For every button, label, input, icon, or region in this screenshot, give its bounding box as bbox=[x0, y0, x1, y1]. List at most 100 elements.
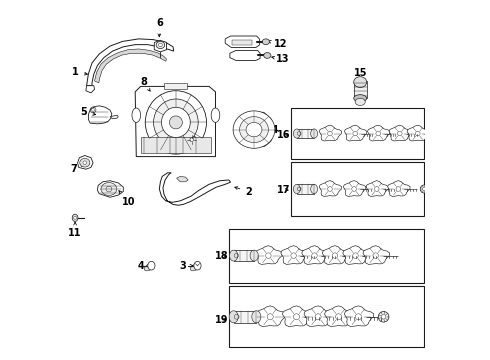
Polygon shape bbox=[256, 306, 286, 327]
Bar bbox=[232, 40, 252, 45]
Text: 19: 19 bbox=[215, 315, 228, 325]
Circle shape bbox=[74, 216, 76, 219]
Ellipse shape bbox=[211, 108, 220, 122]
Ellipse shape bbox=[264, 53, 271, 58]
Polygon shape bbox=[324, 306, 354, 327]
Polygon shape bbox=[95, 49, 167, 83]
Text: 8: 8 bbox=[140, 77, 150, 91]
Ellipse shape bbox=[162, 107, 190, 138]
Bar bbox=[164, 83, 187, 89]
Ellipse shape bbox=[420, 185, 428, 193]
Bar bbox=[354, 81, 367, 98]
Polygon shape bbox=[86, 86, 95, 93]
Polygon shape bbox=[110, 115, 118, 119]
Polygon shape bbox=[344, 306, 374, 327]
Polygon shape bbox=[87, 39, 174, 86]
Polygon shape bbox=[242, 112, 273, 147]
Text: 5: 5 bbox=[81, 107, 96, 117]
Ellipse shape bbox=[191, 264, 200, 271]
Circle shape bbox=[381, 315, 386, 319]
Polygon shape bbox=[154, 40, 167, 52]
Ellipse shape bbox=[145, 91, 206, 154]
Ellipse shape bbox=[294, 184, 300, 194]
Text: 9: 9 bbox=[188, 127, 195, 144]
Ellipse shape bbox=[145, 264, 154, 271]
Text: 18: 18 bbox=[215, 251, 228, 261]
Text: 1: 1 bbox=[73, 67, 87, 77]
Ellipse shape bbox=[229, 250, 238, 261]
Polygon shape bbox=[368, 125, 390, 141]
Polygon shape bbox=[389, 125, 412, 141]
Circle shape bbox=[422, 187, 426, 191]
Ellipse shape bbox=[194, 261, 201, 270]
Polygon shape bbox=[363, 246, 390, 264]
Ellipse shape bbox=[262, 39, 270, 45]
Polygon shape bbox=[230, 50, 260, 60]
Bar bbox=[229, 229, 424, 283]
Polygon shape bbox=[407, 125, 430, 141]
Polygon shape bbox=[135, 86, 216, 157]
Polygon shape bbox=[98, 181, 123, 197]
Ellipse shape bbox=[250, 250, 258, 261]
Ellipse shape bbox=[229, 311, 238, 323]
Polygon shape bbox=[88, 106, 112, 124]
Text: 3: 3 bbox=[180, 261, 193, 271]
Ellipse shape bbox=[354, 77, 367, 87]
Text: 13: 13 bbox=[272, 54, 290, 64]
Text: 2: 2 bbox=[235, 186, 252, 197]
Polygon shape bbox=[344, 125, 367, 141]
Polygon shape bbox=[281, 246, 308, 264]
Polygon shape bbox=[176, 176, 188, 182]
Text: 11: 11 bbox=[68, 222, 82, 238]
Ellipse shape bbox=[311, 184, 318, 194]
Polygon shape bbox=[319, 125, 342, 141]
Polygon shape bbox=[282, 306, 312, 327]
Ellipse shape bbox=[294, 129, 300, 138]
Ellipse shape bbox=[80, 158, 90, 167]
Ellipse shape bbox=[246, 122, 262, 137]
Bar bbox=[141, 137, 211, 153]
Ellipse shape bbox=[355, 98, 365, 105]
Circle shape bbox=[159, 43, 162, 47]
Ellipse shape bbox=[156, 41, 165, 49]
Bar bbox=[234, 311, 256, 323]
Polygon shape bbox=[225, 36, 259, 48]
Text: 14: 14 bbox=[261, 125, 280, 135]
Polygon shape bbox=[304, 306, 334, 327]
Bar bbox=[229, 286, 424, 347]
Polygon shape bbox=[343, 246, 369, 264]
Bar bbox=[297, 184, 314, 194]
Ellipse shape bbox=[378, 311, 389, 322]
Polygon shape bbox=[77, 156, 93, 169]
Ellipse shape bbox=[240, 117, 269, 143]
Ellipse shape bbox=[148, 261, 155, 270]
Text: 4: 4 bbox=[137, 261, 150, 271]
Text: 16: 16 bbox=[277, 130, 291, 140]
Bar bbox=[291, 108, 424, 159]
Ellipse shape bbox=[101, 183, 117, 195]
Bar bbox=[234, 250, 254, 261]
Polygon shape bbox=[366, 181, 389, 197]
Ellipse shape bbox=[153, 99, 198, 146]
Text: 17: 17 bbox=[277, 185, 291, 195]
Circle shape bbox=[190, 138, 194, 141]
Ellipse shape bbox=[354, 95, 367, 102]
Ellipse shape bbox=[252, 311, 261, 323]
Circle shape bbox=[92, 108, 95, 111]
Text: 6: 6 bbox=[156, 18, 163, 37]
Polygon shape bbox=[302, 246, 328, 264]
Polygon shape bbox=[159, 173, 231, 205]
Polygon shape bbox=[256, 246, 282, 264]
Polygon shape bbox=[388, 181, 410, 197]
Polygon shape bbox=[322, 246, 349, 264]
Ellipse shape bbox=[72, 214, 78, 221]
Text: 15: 15 bbox=[353, 68, 367, 83]
Ellipse shape bbox=[311, 129, 318, 138]
Ellipse shape bbox=[233, 111, 275, 148]
Circle shape bbox=[83, 161, 87, 165]
Text: 10: 10 bbox=[119, 191, 136, 207]
Text: 7: 7 bbox=[71, 164, 83, 174]
Polygon shape bbox=[343, 181, 366, 197]
Bar bbox=[291, 162, 424, 216]
Ellipse shape bbox=[132, 108, 141, 122]
